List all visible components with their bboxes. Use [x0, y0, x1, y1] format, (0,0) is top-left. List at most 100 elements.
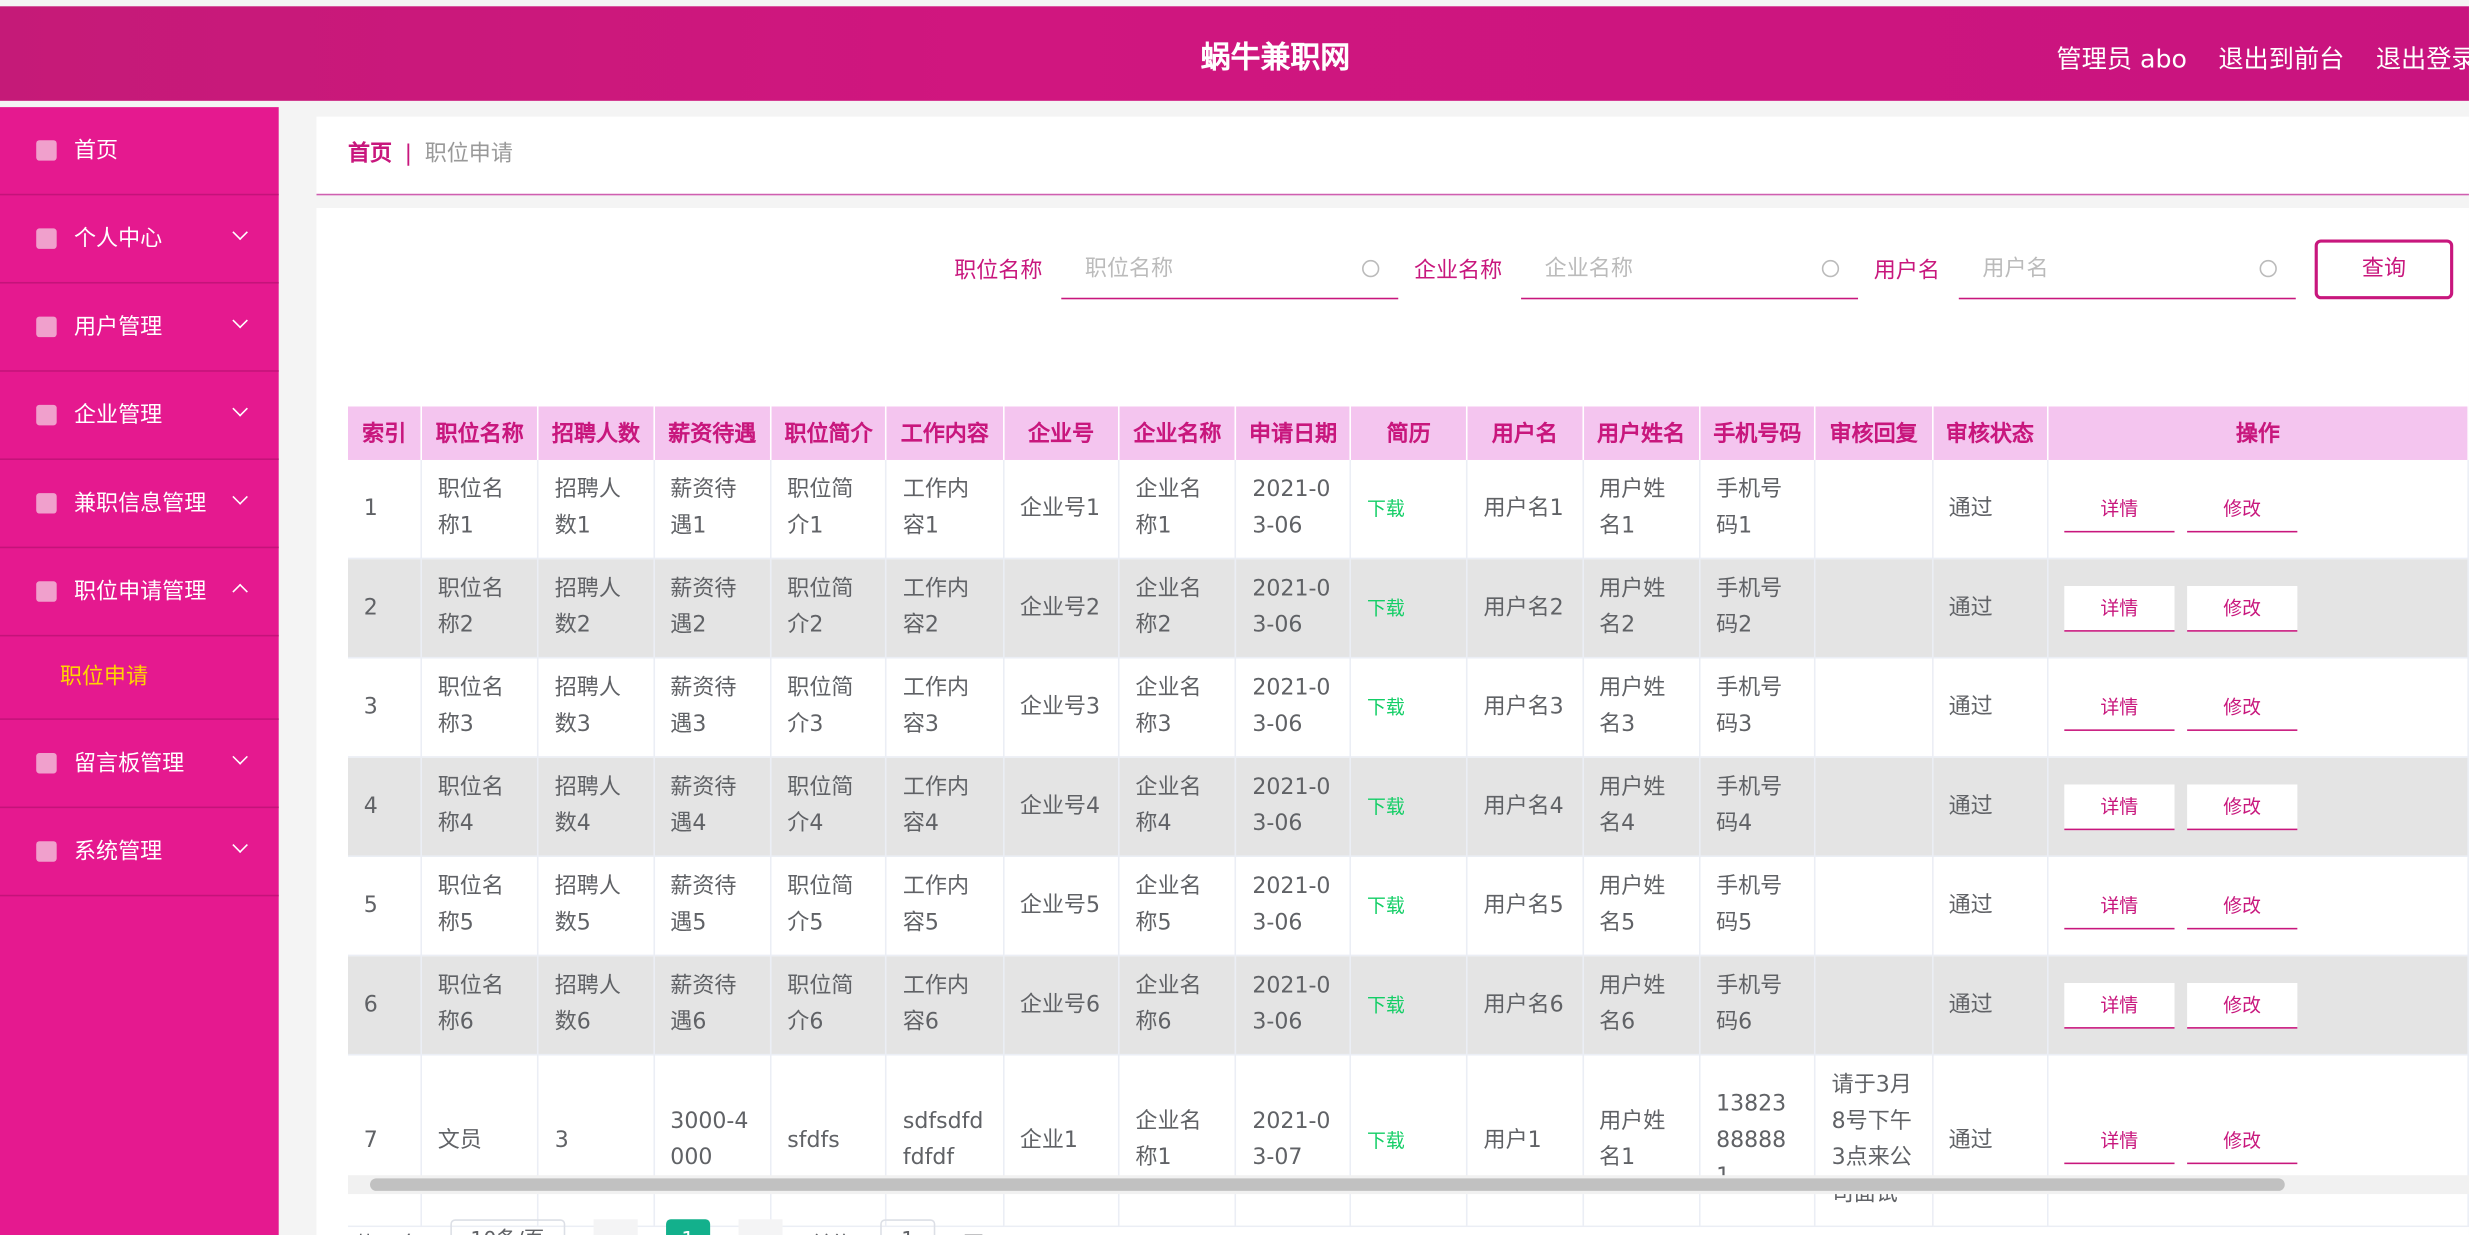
menu-label: 兼职信息管理 — [74, 491, 207, 517]
cell: 职位名称5 — [421, 856, 539, 957]
cell: 请于3月8号下午3点来公司面试 — [1815, 1054, 1933, 1228]
cell — [1815, 657, 1933, 758]
cell: 工作内容5 — [886, 856, 1005, 957]
menu-item[interactable]: 系统管理 — [0, 808, 279, 897]
cell: sfdfs — [770, 1054, 888, 1228]
cell: 通过 — [1932, 955, 2049, 1056]
action-button[interactable]: 修改 — [2187, 485, 2298, 532]
header-link[interactable]: 退出到前台 — [2218, 44, 2345, 75]
cell: 薪资待遇6 — [653, 955, 772, 1056]
cell: 企业名称1 — [1118, 1054, 1237, 1228]
action-button[interactable]: 详情 — [2064, 783, 2175, 830]
action-button[interactable]: 详情 — [2064, 485, 2175, 532]
field-label: 用户名 — [1873, 258, 1940, 284]
field-input[interactable]: 企业名称 — [1521, 239, 1859, 300]
scroll-thumb[interactable] — [370, 1178, 2285, 1191]
menu-label: 企业管理 — [74, 403, 163, 429]
download-link[interactable]: 下载 — [1350, 1054, 1468, 1228]
download-link[interactable]: 下载 — [1350, 558, 1468, 659]
menu-item[interactable]: 首页 — [0, 107, 279, 196]
cell: 职位简介6 — [770, 955, 888, 1056]
action-button[interactable]: 详情 — [2064, 882, 2175, 929]
cell: 工作内容2 — [886, 558, 1005, 659]
action-button[interactable]: 详情 — [2064, 684, 2175, 731]
action-button[interactable]: 详情 — [2064, 1117, 2175, 1164]
page-unit: 页 — [963, 1226, 983, 1235]
cell: 企业号4 — [1003, 756, 1120, 857]
cell: 职位简介3 — [770, 657, 888, 758]
current-page[interactable]: 1 — [665, 1219, 710, 1235]
breadcrumb-home[interactable]: 首页 — [347, 141, 393, 167]
cell: 1 — [347, 459, 423, 560]
cell: 企业名称1 — [1118, 459, 1237, 560]
header-link[interactable]: 退出登录 — [2375, 44, 2469, 75]
action-button[interactable]: 修改 — [2187, 783, 2298, 830]
table-row: 2 职位名称2 招聘人数2 薪资待遇2 职位简介2 工作内容2 企业号2 企业名称2 2021-… — [347, 558, 2469, 659]
page-input[interactable]: 1 — [880, 1219, 935, 1235]
cell: sdfsdfdfdfdf — [886, 1054, 1005, 1228]
cell: 企业号5 — [1003, 856, 1120, 957]
action-button[interactable]: 详情 — [2064, 982, 2175, 1028]
actions-cell: 详情 修改 — [2047, 756, 2469, 857]
menu-label: 用户管理 — [74, 315, 163, 341]
cell: 用户名3 — [1466, 657, 1584, 758]
download-link[interactable]: 下载 — [1350, 657, 1468, 758]
column-header: 审核回复 — [1815, 406, 1933, 460]
placeholder: 用户名 — [1982, 256, 2049, 282]
menu-item[interactable]: 留言板管理 — [0, 720, 279, 809]
next-page[interactable] — [738, 1219, 783, 1235]
field-input[interactable]: 职位名称 — [1061, 239, 1399, 300]
cell: 职位简介4 — [770, 756, 888, 857]
table-row: 6 职位名称6 招聘人数6 薪资待遇6 职位简介6 工作内容6 企业号6 企业名称6 2021-… — [347, 955, 2469, 1056]
cell: 通过 — [1932, 1054, 2049, 1228]
cell: 职位名称4 — [421, 756, 539, 857]
menu-item[interactable]: 职位申请管理 — [0, 548, 279, 637]
cell: 招聘人数6 — [538, 955, 655, 1056]
cell: 用户名4 — [1466, 756, 1584, 857]
action-button[interactable]: 修改 — [2187, 585, 2298, 631]
action-button[interactable]: 修改 — [2187, 1117, 2298, 1164]
action-button[interactable]: 详情 — [2064, 585, 2175, 631]
menu-item[interactable]: 用户管理 — [0, 284, 279, 372]
cell: 用户姓名1 — [1582, 459, 1701, 560]
cell: 2021-03-06 — [1235, 756, 1352, 857]
cell: 薪资待遇3 — [653, 657, 772, 758]
menu-arrow — [232, 489, 248, 505]
main: 首页 | 职位申请 职位名称 职位名称 企业名称 企业名称 用户名 用户名 查询 索引 职位名称招… — [316, 116, 2469, 1235]
menu-item[interactable]: 个人中心 — [0, 195, 279, 284]
action-button[interactable]: 修改 — [2187, 882, 2298, 929]
cell: 用户名2 — [1466, 558, 1584, 659]
table-container: 索引 职位名称 招聘人数 薪资待遇 职位简介 工作内容 企业号 企业名称 申请日期 简历 用户名 用户… — [347, 406, 2469, 1228]
cell: 企业号1 — [1003, 459, 1120, 560]
submenu-item[interactable]: 职位申请 — [0, 636, 279, 720]
search-button[interactable]: 查询 — [2314, 239, 2454, 300]
actions-cell: 详情 修改 — [2047, 558, 2469, 659]
page-size[interactable]: 10条/页 — [449, 1219, 565, 1235]
table-row: 7 文员 3 3000-4000 sfdfs sdfsdfdfdfdf 企业1 企业名称1 20… — [347, 1054, 2469, 1228]
scrollbar[interactable] — [347, 1175, 2469, 1195]
prev-page[interactable] — [593, 1219, 638, 1235]
cell: 通过 — [1932, 756, 2049, 857]
cell: 用户姓名4 — [1582, 756, 1701, 857]
cell: 3 — [538, 1054, 655, 1228]
action-button[interactable]: 修改 — [2187, 982, 2298, 1028]
cell: 通过 — [1932, 558, 2049, 659]
cell: 用户姓名2 — [1582, 558, 1701, 659]
menu-item[interactable]: 企业管理 — [0, 372, 279, 460]
header-link[interactable]: 管理员 abo — [2056, 44, 2187, 75]
download-link[interactable]: 下载 — [1350, 856, 1468, 957]
menu-item[interactable]: 兼职信息管理 — [0, 460, 279, 549]
cell — [1815, 955, 1933, 1056]
column-header: 申请日期 — [1235, 406, 1352, 460]
cell: 工作内容4 — [886, 756, 1005, 857]
table-row: 5 职位名称5 招聘人数5 薪资待遇5 职位简介5 工作内容5 企业号5 企业名称5 2021-… — [347, 856, 2469, 957]
field-input[interactable]: 用户名 — [1958, 239, 2296, 300]
download-link[interactable]: 下载 — [1350, 459, 1468, 560]
actions-cell: 详情 修改 — [2047, 459, 2469, 560]
download-link[interactable]: 下载 — [1350, 955, 1468, 1056]
breadcrumb-separator: | — [404, 141, 413, 167]
header: 蜗牛兼职网 管理员 abo 退出到前台 退出登录 — [0, 6, 2469, 101]
action-button[interactable]: 修改 — [2187, 684, 2298, 731]
download-link[interactable]: 下载 — [1350, 756, 1468, 857]
site-title: 蜗牛兼职网 — [1200, 40, 1351, 76]
